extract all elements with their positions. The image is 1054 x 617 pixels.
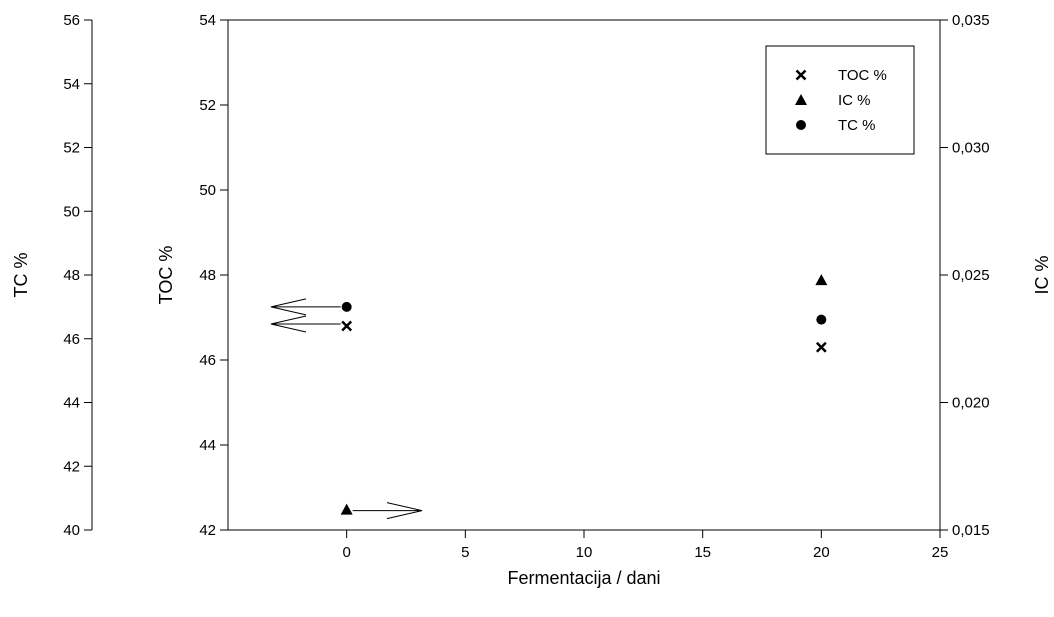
tc-point	[341, 301, 352, 312]
tc-tick-label: 56	[63, 12, 80, 29]
toc-tick-label: 54	[199, 12, 216, 29]
tc-tick-label: 50	[63, 203, 80, 220]
ic-tick-label: 0,020	[952, 395, 990, 412]
x-axis-title: Fermentacija / dani	[507, 568, 660, 588]
x-tick-label: 10	[576, 544, 593, 561]
legend-marker	[795, 94, 807, 105]
tc-axis-title: TC %	[11, 253, 31, 298]
ic-point	[815, 274, 828, 286]
legend-box	[765, 45, 915, 155]
ic-axis-title: IC %	[1032, 255, 1052, 294]
x-tick-label: 25	[932, 544, 949, 561]
x-tick-label: 15	[694, 544, 711, 561]
x-tick-label: 20	[813, 544, 830, 561]
tc-tick-label: 54	[63, 76, 80, 93]
toc-point	[341, 320, 353, 332]
toc-tick-label: 46	[199, 352, 216, 369]
toc-axis-title: TOC %	[156, 246, 176, 305]
tc-axis-arrow	[270, 298, 341, 316]
toc-tick-label: 48	[199, 267, 216, 284]
tc-point	[816, 314, 827, 325]
tc-tick-label: 52	[63, 140, 80, 157]
x-tick-label: 0	[342, 544, 350, 561]
ic-point	[340, 503, 353, 515]
tc-tick-label: 44	[63, 395, 80, 412]
ic-axis-arrow	[352, 502, 423, 520]
ic-tick-label: 0,035	[952, 12, 990, 29]
legend-label: TOC %	[838, 67, 887, 84]
legend-label: IC %	[838, 92, 871, 109]
tc-tick-label: 46	[63, 331, 80, 348]
toc-point	[815, 341, 827, 353]
toc-tick-label: 52	[199, 97, 216, 114]
ic-tick-label: 0,015	[952, 522, 990, 539]
toc-tick-label: 44	[199, 437, 216, 454]
toc-axis-arrow	[270, 315, 341, 333]
toc-tick-label: 42	[199, 522, 216, 539]
ic-tick-label: 0,025	[952, 267, 990, 284]
tc-tick-label: 42	[63, 458, 80, 475]
legend-marker	[796, 120, 806, 130]
legend-label: TC %	[838, 117, 876, 134]
legend-marker	[795, 69, 807, 81]
ic-tick-label: 0,030	[952, 140, 990, 157]
toc-tick-label: 50	[199, 182, 216, 199]
x-tick-label: 5	[461, 544, 469, 561]
tc-tick-label: 48	[63, 267, 80, 284]
tc-tick-label: 40	[63, 522, 80, 539]
